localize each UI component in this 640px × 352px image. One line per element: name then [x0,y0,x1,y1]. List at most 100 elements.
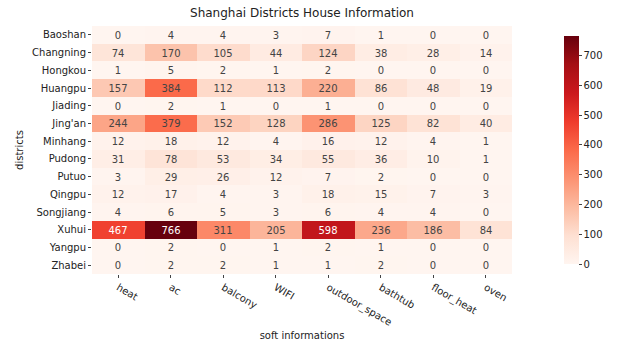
svg-text:12: 12 [270,172,283,183]
svg-text:4: 4 [430,136,436,147]
svg-text:1: 1 [483,136,489,147]
svg-text:1: 1 [325,101,331,112]
svg-text:400: 400 [584,139,603,150]
svg-text:2: 2 [168,260,174,271]
svg-text:220: 220 [318,83,337,94]
svg-text:2: 2 [378,172,384,183]
svg-text:1: 1 [378,242,384,253]
svg-text:18: 18 [322,189,335,200]
svg-text:3: 3 [273,207,279,218]
svg-text:112: 112 [213,83,232,94]
svg-text:0: 0 [483,65,489,76]
svg-text:0: 0 [430,242,436,253]
svg-text:5: 5 [220,207,226,218]
svg-text:0: 0 [483,207,489,218]
svg-text:34: 34 [270,154,283,165]
svg-text:0: 0 [483,172,489,183]
svg-text:86: 86 [375,83,388,94]
svg-text:1: 1 [273,260,279,271]
svg-text:0: 0 [115,242,121,253]
svg-text:500: 500 [584,110,603,121]
svg-text:0: 0 [115,260,121,271]
svg-text:2: 2 [168,101,174,112]
svg-text:12: 12 [112,136,125,147]
svg-text:170: 170 [161,48,180,59]
svg-text:4: 4 [430,207,436,218]
svg-text:0: 0 [430,172,436,183]
svg-text:236: 236 [371,225,390,236]
svg-text:Huangpu: Huangpu [41,83,86,94]
svg-text:113: 113 [266,83,285,94]
svg-text:1: 1 [378,30,384,41]
svg-text:3: 3 [483,189,489,200]
svg-text:78: 78 [165,154,178,165]
svg-text:7: 7 [430,189,436,200]
svg-text:244: 244 [108,118,127,129]
svg-text:1: 1 [273,65,279,76]
svg-text:74: 74 [112,48,125,59]
svg-text:0: 0 [430,101,436,112]
svg-text:6: 6 [168,207,174,218]
svg-text:40: 40 [480,118,493,129]
svg-text:100: 100 [584,229,603,240]
svg-text:16: 16 [322,136,335,147]
svg-text:598: 598 [318,225,337,236]
svg-text:Xuhui: Xuhui [57,224,86,235]
svg-text:balcony: balcony [220,282,259,311]
svg-text:Shanghai Districts House Infor: Shanghai Districts House Information [190,6,414,20]
svg-text:Songjiang: Songjiang [36,207,86,218]
svg-text:55: 55 [322,154,335,165]
svg-text:128: 128 [266,118,285,129]
svg-text:2: 2 [220,65,226,76]
svg-text:0: 0 [115,30,121,41]
svg-text:Minhang: Minhang [43,136,86,147]
svg-text:48: 48 [427,83,440,94]
svg-text:floor_heat: floor_heat [429,282,479,318]
svg-text:Pudong: Pudong [49,153,86,164]
svg-text:186: 186 [423,225,442,236]
svg-text:1: 1 [483,154,489,165]
svg-text:7: 7 [325,30,331,41]
svg-text:Hongkou: Hongkou [42,65,86,76]
svg-text:600: 600 [584,80,603,91]
svg-text:38: 38 [375,48,388,59]
svg-text:3: 3 [273,189,279,200]
svg-text:17: 17 [165,189,178,200]
svg-text:0: 0 [378,65,384,76]
svg-text:44: 44 [270,48,283,59]
svg-text:0: 0 [273,101,279,112]
svg-text:766: 766 [161,225,180,236]
svg-text:0: 0 [483,242,489,253]
svg-text:soft informations: soft informations [260,330,345,341]
svg-text:0: 0 [584,259,590,270]
svg-text:286: 286 [318,118,337,129]
svg-text:4: 4 [115,207,121,218]
svg-text:700: 700 [584,50,603,61]
svg-text:200: 200 [584,199,603,210]
svg-text:28: 28 [427,48,440,59]
svg-text:3: 3 [273,30,279,41]
svg-text:311: 311 [213,225,232,236]
svg-text:1: 1 [220,101,226,112]
svg-text:2: 2 [220,260,226,271]
svg-text:4: 4 [378,207,384,218]
svg-text:Jiading: Jiading [51,100,86,111]
svg-text:124: 124 [318,48,337,59]
svg-text:2: 2 [168,242,174,253]
svg-text:0: 0 [430,30,436,41]
svg-text:Zhabei: Zhabei [51,260,86,271]
svg-text:2: 2 [378,260,384,271]
svg-text:Yangpu: Yangpu [49,242,86,253]
svg-text:0: 0 [220,242,226,253]
svg-text:2: 2 [325,242,331,253]
svg-text:Jing'an: Jing'an [51,118,86,129]
svg-text:2: 2 [325,65,331,76]
svg-text:36: 36 [375,154,388,165]
svg-text:0: 0 [430,65,436,76]
svg-text:Qingpu: Qingpu [50,189,86,200]
svg-text:0: 0 [483,30,489,41]
svg-text:125: 125 [371,118,390,129]
svg-text:53: 53 [217,154,230,165]
svg-text:15: 15 [375,189,388,200]
svg-text:18: 18 [165,136,178,147]
